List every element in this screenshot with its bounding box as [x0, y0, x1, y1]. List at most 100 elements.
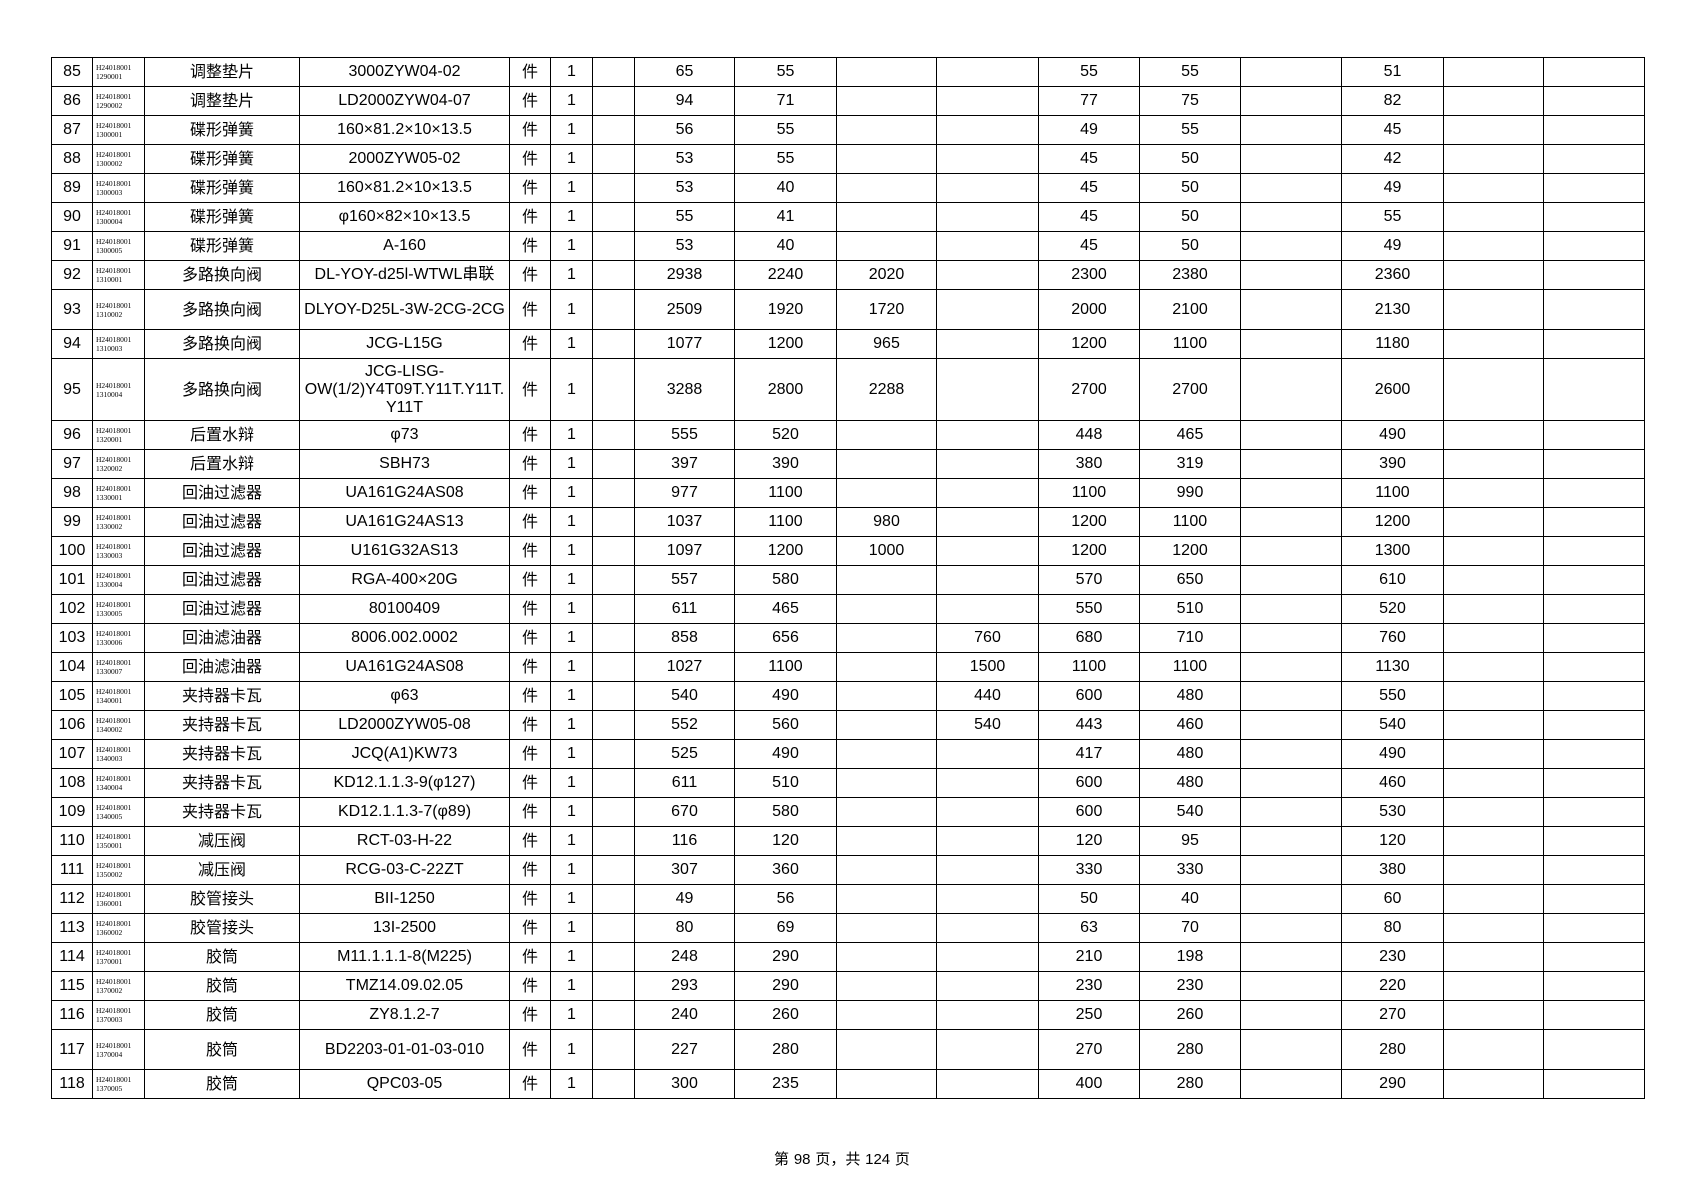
table-row: 105 H24018001 1340001 夹持器卡瓦 φ63 件 1 540 490 440 60… [51, 681, 1645, 711]
price: 1920 [734, 289, 837, 330]
item-code: H24018001 1300002 [92, 144, 145, 174]
row-number: 106 [51, 710, 93, 740]
price: 610 [1341, 565, 1444, 595]
empty-cell [936, 115, 1039, 145]
price: 400 [1038, 1069, 1140, 1099]
price: 75 [1139, 86, 1241, 116]
quantity: 1 [550, 420, 593, 450]
price: 390 [1341, 449, 1444, 479]
empty-cell [936, 260, 1039, 290]
price: 540 [1341, 710, 1444, 740]
item-code: H24018001 1310004 [92, 358, 145, 421]
empty-cell [1240, 289, 1342, 330]
empty-cell [936, 358, 1039, 421]
row-number: 117 [51, 1029, 93, 1070]
empty-cell [936, 1000, 1039, 1030]
code-line: 1310001 [96, 275, 123, 284]
unit: 件 [509, 913, 551, 943]
item-name: 碟形弹簧 [144, 231, 300, 261]
empty-cell [1240, 449, 1342, 479]
empty-cell [836, 710, 937, 740]
code-line: H24018001 [96, 335, 132, 344]
empty-cell [1240, 971, 1342, 1001]
item-spec: JCQ(A1)KW73 [299, 739, 510, 769]
empty-cell [592, 507, 635, 537]
code-line: H24018001 [96, 237, 132, 246]
code-line: 1330007 [96, 667, 123, 676]
unit: 件 [509, 826, 551, 856]
empty-cell [1443, 913, 1544, 943]
price: 510 [734, 768, 837, 798]
row-number: 89 [51, 173, 93, 203]
empty-cell [936, 884, 1039, 914]
item-code: H24018001 1300003 [92, 173, 145, 203]
price: 760 [936, 623, 1039, 653]
empty-cell [1543, 260, 1645, 290]
item-code: H24018001 1300004 [92, 202, 145, 232]
empty-cell [836, 942, 937, 972]
empty-cell [592, 594, 635, 624]
empty-cell [1443, 115, 1544, 145]
item-spec: 160×81.2×10×13.5 [299, 173, 510, 203]
empty-cell [1240, 623, 1342, 653]
price: 2509 [634, 289, 735, 330]
code-line: H24018001 [96, 542, 132, 551]
price: 230 [1341, 942, 1444, 972]
quantity: 1 [550, 507, 593, 537]
row-number: 116 [51, 1000, 93, 1030]
empty-cell [1543, 173, 1645, 203]
empty-cell [936, 565, 1039, 595]
price: 80 [634, 913, 735, 943]
price: 280 [1341, 1029, 1444, 1070]
empty-cell [1240, 681, 1342, 711]
empty-cell [1240, 855, 1342, 885]
item-spec: QPC03-05 [299, 1069, 510, 1099]
price: 540 [936, 710, 1039, 740]
row-number: 113 [51, 913, 93, 943]
price: 330 [1139, 855, 1241, 885]
empty-cell [836, 1069, 937, 1099]
price: 49 [1341, 173, 1444, 203]
price: 390 [734, 449, 837, 479]
empty-cell [836, 115, 937, 145]
empty-cell [936, 826, 1039, 856]
price: 2600 [1341, 358, 1444, 421]
item-name: 后置水辩 [144, 420, 300, 450]
empty-cell [1240, 507, 1342, 537]
empty-cell [1443, 1029, 1544, 1070]
empty-cell [1240, 202, 1342, 232]
item-spec: JCG-LISG-OW(1/2)Y4T09T.Y11T.Y11T.Y11T [299, 358, 510, 421]
row-number: 110 [51, 826, 93, 856]
table-row: 101 H24018001 1330004 回油过滤器 RGA-400×20G 件 1 557… [51, 565, 1645, 595]
price: 1300 [1341, 536, 1444, 566]
price: 50 [1139, 144, 1241, 174]
unit: 件 [509, 86, 551, 116]
empty-cell [1543, 329, 1645, 359]
item-name: 回油过滤器 [144, 565, 300, 595]
price: 1100 [1139, 329, 1241, 359]
table-row: 86 H24018001 1290002 调整垫片 LD2000ZYW04-07 件 1 94… [51, 86, 1645, 116]
table-row: 112 H24018001 1360001 胶管接头 BII-1250 件 1 49 56 50 4… [51, 884, 1645, 914]
code-line: 1370004 [96, 1049, 123, 1059]
empty-cell [836, 594, 937, 624]
price: 248 [634, 942, 735, 972]
price: 227 [634, 1029, 735, 1070]
item-name: 回油过滤器 [144, 478, 300, 508]
item-spec: ZY8.1.2-7 [299, 1000, 510, 1030]
empty-cell [1543, 536, 1645, 566]
row-number: 112 [51, 884, 93, 914]
price: 50 [1139, 231, 1241, 261]
empty-cell [1240, 478, 1342, 508]
unit: 件 [509, 536, 551, 566]
empty-cell [836, 449, 937, 479]
quantity: 1 [550, 536, 593, 566]
empty-cell [592, 231, 635, 261]
code-line: H24018001 [96, 300, 132, 310]
table-row: 98 H24018001 1330001 回油过滤器 UA161G24AS08 件 1 977… [51, 478, 1645, 508]
code-line: 1340001 [96, 696, 123, 705]
price: 480 [1139, 739, 1241, 769]
price: 2240 [734, 260, 837, 290]
quantity: 1 [550, 358, 593, 421]
empty-cell [1240, 231, 1342, 261]
item-code: H24018001 1360002 [92, 913, 145, 943]
